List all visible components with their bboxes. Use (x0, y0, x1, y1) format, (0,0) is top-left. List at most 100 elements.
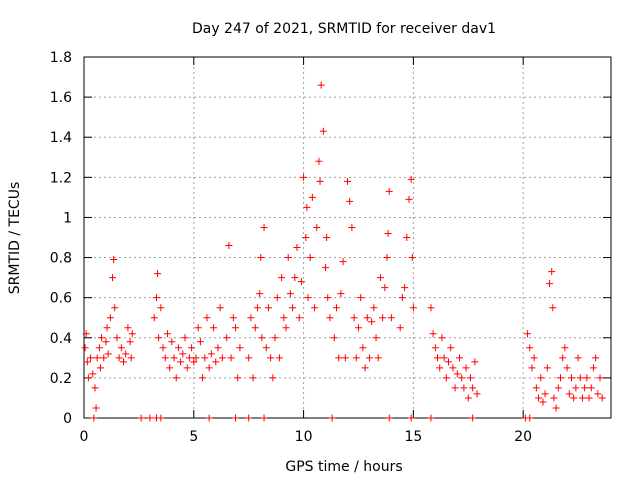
data-point (161, 354, 169, 362)
data-point (565, 390, 573, 398)
y-tick-label: 0.4 (50, 331, 72, 347)
data-point (282, 324, 290, 332)
data-point (103, 324, 111, 332)
data-point (98, 334, 106, 342)
data-point (464, 394, 472, 402)
data-point (407, 414, 415, 422)
data-point (185, 354, 193, 362)
data-point (92, 404, 100, 412)
data-point (453, 370, 461, 378)
data-point (385, 187, 393, 195)
data-point (106, 314, 114, 322)
data-point (592, 354, 600, 362)
data-point (324, 294, 332, 302)
data-point (348, 223, 356, 231)
y-axis-label: SRMTID / TECUs (7, 182, 23, 295)
data-point (257, 254, 265, 262)
data-point (174, 344, 182, 352)
data-point (323, 234, 331, 241)
data-point (326, 314, 334, 322)
data-point (572, 384, 580, 392)
data-points (81, 81, 606, 422)
axis-ticks: 0 0.2 0.4 0.6 0.8 1 1.2 1.4 1.6 1.8 0 5 10 15 20 (50, 50, 611, 445)
data-point (530, 354, 538, 362)
data-point (104, 350, 112, 358)
data-point (212, 358, 220, 366)
data-point (300, 173, 308, 181)
data-point (236, 344, 244, 352)
data-point (260, 223, 268, 231)
data-point (302, 234, 310, 241)
data-point (146, 414, 154, 422)
data-point (596, 374, 604, 382)
data-point (258, 334, 266, 342)
data-point (262, 344, 270, 352)
data-point (253, 304, 261, 312)
data-point (526, 414, 534, 422)
data-point (552, 404, 560, 412)
data-point (576, 374, 584, 382)
data-point (157, 414, 165, 422)
data-point (280, 314, 288, 322)
data-point (376, 274, 384, 282)
data-point (541, 390, 549, 398)
data-point (251, 324, 259, 332)
data-point (122, 350, 130, 358)
y-tick-label: 1 (63, 210, 72, 226)
data-point (407, 175, 415, 183)
data-point (350, 314, 358, 322)
data-point (90, 414, 98, 422)
data-point (172, 374, 180, 382)
data-point (537, 374, 545, 382)
data-point (205, 364, 213, 372)
y-tick-label: 0 (63, 411, 72, 427)
data-point (166, 364, 174, 372)
data-point (583, 374, 591, 382)
data-point (181, 334, 189, 342)
data-point (306, 254, 314, 262)
data-point (436, 364, 444, 372)
data-point (216, 304, 224, 312)
data-point (295, 314, 303, 322)
data-point (559, 354, 567, 362)
data-point (152, 294, 160, 302)
data-point (570, 394, 578, 402)
y-tick-label: 0.6 (50, 291, 72, 307)
data-point (150, 314, 158, 322)
data-point (232, 414, 240, 422)
data-point (328, 414, 336, 422)
data-point (548, 268, 556, 276)
y-tick-label: 1.6 (50, 90, 72, 106)
data-point (137, 414, 145, 422)
data-point (539, 398, 547, 406)
data-point (93, 354, 101, 362)
data-point (84, 374, 92, 382)
data-point (585, 394, 593, 402)
data-point (111, 304, 119, 312)
x-tick-label: 20 (514, 429, 532, 445)
data-point (163, 330, 171, 338)
data-point (234, 374, 242, 382)
data-point (199, 374, 207, 382)
data-point (396, 324, 404, 332)
data-point (278, 274, 286, 282)
data-point (201, 354, 209, 362)
data-point (157, 304, 165, 312)
data-point (247, 314, 255, 322)
data-point (269, 374, 277, 382)
data-point (469, 414, 477, 422)
data-point (357, 294, 365, 302)
data-point (183, 364, 191, 372)
data-point (203, 314, 211, 322)
data-point (128, 330, 136, 338)
data-point (89, 370, 97, 378)
data-point (207, 350, 215, 358)
data-point (405, 195, 413, 203)
y-tick-label: 1.4 (50, 130, 72, 146)
data-point (113, 334, 121, 342)
data-point (260, 414, 268, 422)
data-point (245, 354, 253, 362)
data-point (549, 304, 557, 312)
data-point (398, 294, 406, 302)
